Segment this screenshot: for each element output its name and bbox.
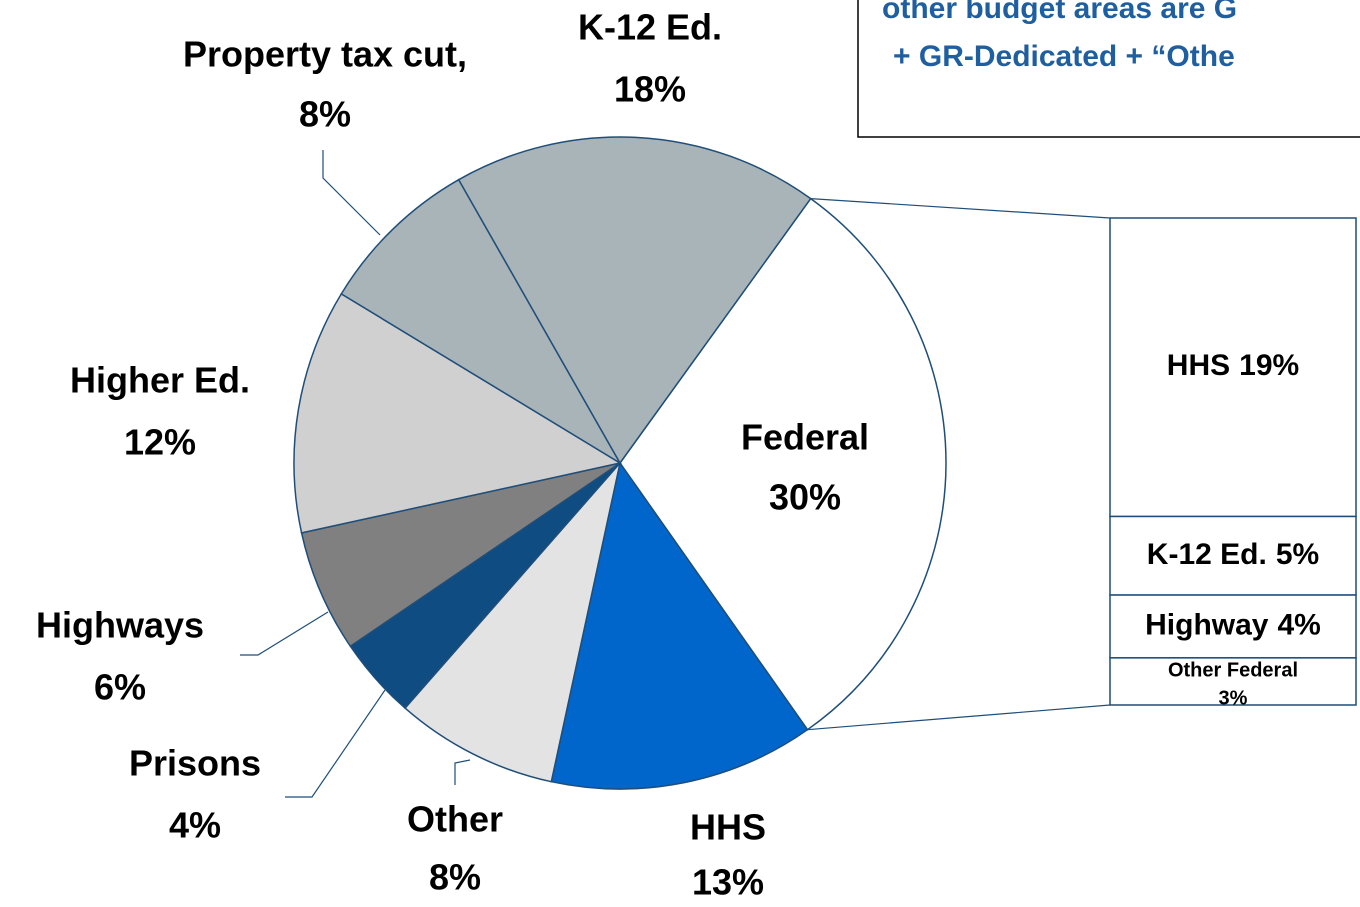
pie-slice — [550, 461, 809, 790]
slice-label: HHS — [690, 807, 766, 848]
slice-value-label: 13% — [692, 862, 764, 903]
breakdown-category: K-12 Ed. — [1147, 538, 1267, 571]
breakdown-segment — [1109, 515, 1357, 596]
slice-label: Other — [407, 799, 503, 840]
pie-slice — [457, 136, 812, 465]
pie-slice — [293, 292, 622, 534]
pie-slice — [340, 178, 623, 466]
breakdown-label: Other Federal — [1168, 660, 1298, 682]
note-box — [857, 0, 1360, 138]
leader-line — [322, 150, 381, 236]
connector-line — [807, 704, 1111, 731]
slice-value-label: 30% — [769, 477, 841, 518]
note-text: + GR-Dedicated + “Othe — [893, 40, 1235, 73]
leader-lines — [240, 150, 471, 798]
breakdown-value-label: 4% — [1278, 608, 1321, 641]
slice-value-label: 8% — [299, 94, 351, 135]
pie-slice — [619, 197, 947, 731]
connector-line — [810, 197, 1111, 219]
slice-value-label: 4% — [169, 805, 221, 846]
leader-line — [240, 611, 329, 656]
slice-value-label: 18% — [614, 69, 686, 110]
slice-value-label: 12% — [124, 422, 196, 463]
leader-line — [285, 689, 386, 798]
note-text: other budget areas are G — [882, 0, 1237, 25]
slice-value-label: 6% — [94, 667, 146, 708]
breakdown-segment — [1109, 217, 1357, 518]
breakdown-value-label: 5% — [1276, 538, 1319, 571]
slice-value-label: 8% — [429, 857, 481, 898]
pie-slice — [403, 460, 622, 783]
slice-label: Prisons — [129, 743, 261, 784]
slice-label: Property tax cut, — [183, 34, 467, 75]
slice-label: Federal — [741, 417, 869, 458]
breakdown-segment — [1109, 657, 1357, 706]
breakdown-value-label: 3% — [1219, 688, 1248, 710]
breakdown-category: Highway — [1145, 608, 1269, 641]
breakdown-category: HHS — [1167, 349, 1230, 382]
slice-label: Higher Ed. — [70, 360, 250, 401]
breakdown-label: Highway 4% — [1145, 608, 1321, 641]
leader-line — [454, 759, 471, 785]
breakdown-value-label: 19% — [1239, 349, 1299, 382]
slice-label: Highways — [36, 605, 204, 646]
breakdown-label: K-12 Ed. 5% — [1147, 538, 1319, 571]
pie-slice — [300, 462, 621, 648]
breakdown-label: HHS 19% — [1167, 349, 1299, 382]
breakdown-segment — [1109, 594, 1357, 659]
slice-label: K-12 Ed. — [578, 7, 722, 48]
